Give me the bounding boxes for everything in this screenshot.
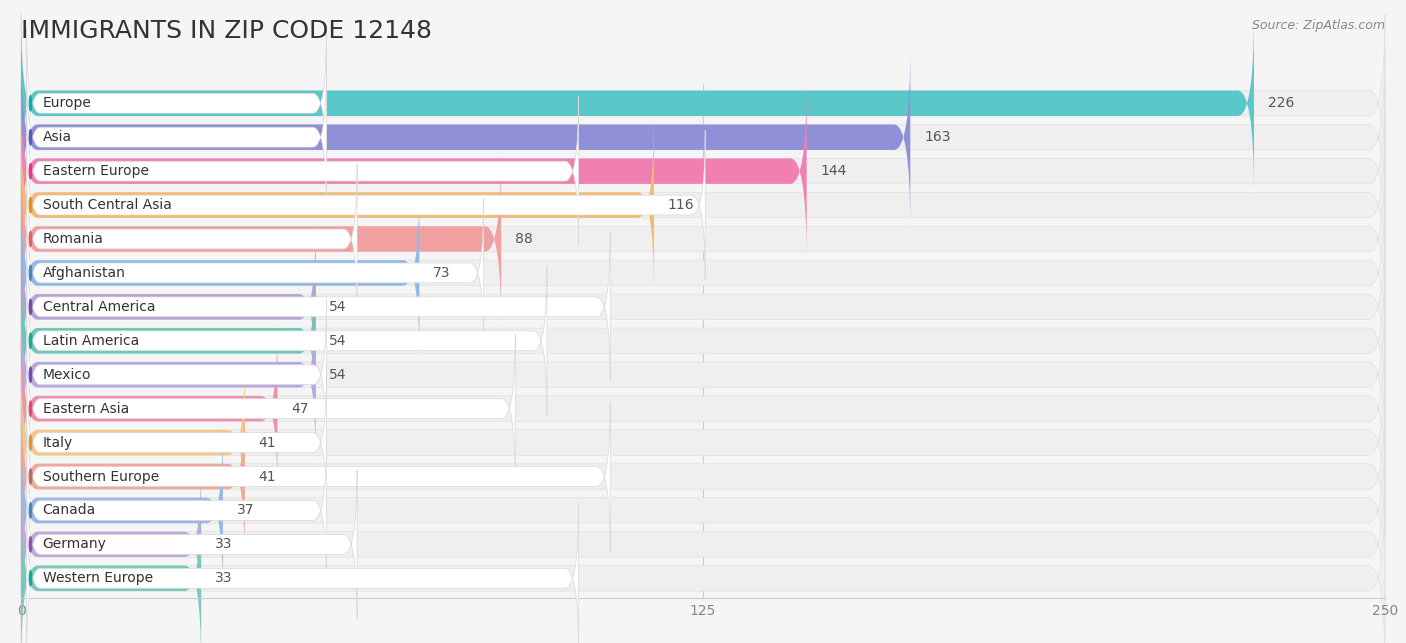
FancyBboxPatch shape bbox=[21, 421, 1385, 599]
FancyBboxPatch shape bbox=[27, 334, 516, 484]
FancyBboxPatch shape bbox=[21, 48, 1385, 226]
FancyBboxPatch shape bbox=[21, 14, 1385, 192]
Text: 37: 37 bbox=[236, 503, 254, 518]
Text: Southern Europe: Southern Europe bbox=[42, 469, 159, 484]
Text: South Central Asia: South Central Asia bbox=[42, 198, 172, 212]
FancyBboxPatch shape bbox=[21, 82, 1385, 260]
FancyBboxPatch shape bbox=[21, 150, 501, 328]
FancyBboxPatch shape bbox=[27, 164, 357, 314]
FancyBboxPatch shape bbox=[27, 300, 326, 449]
FancyBboxPatch shape bbox=[21, 354, 245, 532]
FancyBboxPatch shape bbox=[21, 116, 654, 294]
Text: Mexico: Mexico bbox=[42, 368, 91, 382]
FancyBboxPatch shape bbox=[27, 96, 579, 246]
Circle shape bbox=[30, 231, 32, 246]
FancyBboxPatch shape bbox=[21, 388, 1385, 566]
FancyBboxPatch shape bbox=[21, 285, 1385, 464]
Text: Germany: Germany bbox=[42, 538, 107, 552]
FancyBboxPatch shape bbox=[21, 218, 1385, 396]
Text: Latin America: Latin America bbox=[42, 334, 139, 348]
FancyBboxPatch shape bbox=[21, 150, 1385, 328]
Circle shape bbox=[30, 266, 32, 280]
FancyBboxPatch shape bbox=[21, 489, 201, 643]
Text: Asia: Asia bbox=[42, 130, 72, 144]
Circle shape bbox=[30, 537, 32, 552]
FancyBboxPatch shape bbox=[21, 82, 807, 260]
Circle shape bbox=[30, 299, 32, 314]
FancyBboxPatch shape bbox=[27, 232, 610, 382]
FancyBboxPatch shape bbox=[21, 218, 316, 396]
Text: 54: 54 bbox=[329, 334, 347, 348]
Text: Romania: Romania bbox=[42, 232, 104, 246]
FancyBboxPatch shape bbox=[27, 130, 706, 280]
FancyBboxPatch shape bbox=[21, 320, 1385, 498]
Circle shape bbox=[30, 435, 32, 450]
Circle shape bbox=[30, 130, 32, 145]
FancyBboxPatch shape bbox=[27, 198, 484, 348]
FancyBboxPatch shape bbox=[21, 184, 1385, 362]
Text: Eastern Asia: Eastern Asia bbox=[42, 402, 129, 415]
Circle shape bbox=[30, 333, 32, 349]
FancyBboxPatch shape bbox=[21, 320, 277, 498]
Circle shape bbox=[30, 96, 32, 111]
FancyBboxPatch shape bbox=[21, 455, 201, 633]
Text: 73: 73 bbox=[433, 266, 450, 280]
Text: 88: 88 bbox=[515, 232, 533, 246]
Text: Italy: Italy bbox=[42, 435, 73, 449]
FancyBboxPatch shape bbox=[21, 48, 910, 226]
FancyBboxPatch shape bbox=[21, 116, 1385, 294]
FancyBboxPatch shape bbox=[21, 251, 316, 430]
Text: 54: 54 bbox=[329, 368, 347, 382]
Text: 47: 47 bbox=[291, 402, 309, 415]
FancyBboxPatch shape bbox=[27, 62, 326, 212]
FancyBboxPatch shape bbox=[21, 388, 245, 566]
Text: 33: 33 bbox=[215, 538, 232, 552]
Circle shape bbox=[30, 503, 32, 518]
Text: 226: 226 bbox=[1268, 96, 1294, 110]
Circle shape bbox=[30, 571, 32, 586]
Text: Central America: Central America bbox=[42, 300, 155, 314]
Text: Europe: Europe bbox=[42, 96, 91, 110]
Circle shape bbox=[30, 401, 32, 416]
Text: 163: 163 bbox=[924, 130, 950, 144]
FancyBboxPatch shape bbox=[27, 402, 610, 552]
FancyBboxPatch shape bbox=[21, 489, 1385, 643]
Circle shape bbox=[30, 469, 32, 484]
Circle shape bbox=[30, 163, 32, 179]
Text: 41: 41 bbox=[259, 435, 276, 449]
Text: Eastern Europe: Eastern Europe bbox=[42, 164, 149, 178]
Text: Afghanistan: Afghanistan bbox=[42, 266, 125, 280]
FancyBboxPatch shape bbox=[21, 251, 1385, 430]
FancyBboxPatch shape bbox=[21, 285, 316, 464]
Text: Canada: Canada bbox=[42, 503, 96, 518]
FancyBboxPatch shape bbox=[27, 503, 579, 643]
FancyBboxPatch shape bbox=[27, 266, 547, 415]
FancyBboxPatch shape bbox=[27, 28, 326, 178]
FancyBboxPatch shape bbox=[21, 184, 419, 362]
Text: 33: 33 bbox=[215, 572, 232, 585]
Circle shape bbox=[30, 367, 32, 383]
FancyBboxPatch shape bbox=[21, 14, 1254, 192]
Text: IMMIGRANTS IN ZIP CODE 12148: IMMIGRANTS IN ZIP CODE 12148 bbox=[21, 19, 432, 43]
FancyBboxPatch shape bbox=[27, 469, 357, 619]
Text: Western Europe: Western Europe bbox=[42, 572, 153, 585]
FancyBboxPatch shape bbox=[27, 435, 326, 585]
Text: 41: 41 bbox=[259, 469, 276, 484]
Text: Source: ZipAtlas.com: Source: ZipAtlas.com bbox=[1251, 19, 1385, 32]
FancyBboxPatch shape bbox=[27, 368, 326, 518]
FancyBboxPatch shape bbox=[21, 455, 1385, 633]
FancyBboxPatch shape bbox=[21, 354, 1385, 532]
FancyBboxPatch shape bbox=[21, 421, 224, 599]
Circle shape bbox=[30, 197, 32, 213]
Text: 54: 54 bbox=[329, 300, 347, 314]
Text: 116: 116 bbox=[668, 198, 695, 212]
Text: 144: 144 bbox=[820, 164, 846, 178]
